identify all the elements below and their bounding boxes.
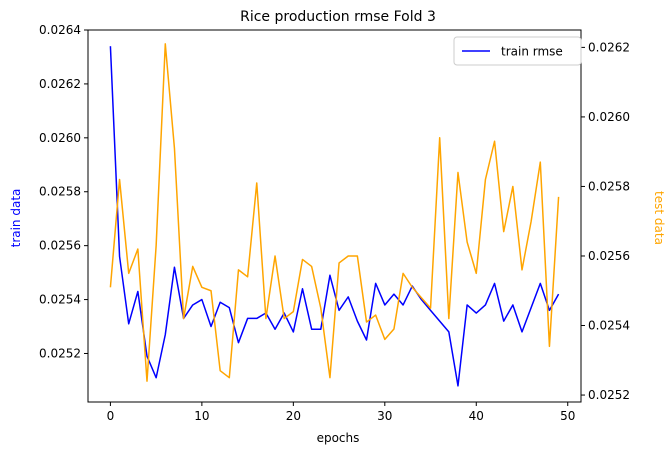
x-tick-label: 10 — [194, 409, 209, 423]
right-y-tick-label: 0.0258 — [588, 179, 630, 193]
chart-title: Rice production rmse Fold 3 — [240, 9, 436, 25]
legend-label-train-rmse: train rmse — [501, 45, 563, 59]
axes-layer: 0 10 20 30 40 50 0.0252 0.0254 0.0256 0.0258 0.026… — [39, 23, 630, 423]
series-layer — [109, 43, 560, 387]
right-y-tick-label: 0.0252 — [588, 388, 630, 402]
left-y-tick-label: 0.0264 — [39, 23, 81, 37]
left-y-tick-label: 0.0262 — [39, 77, 81, 91]
right-y-tick-label: 0.0260 — [588, 110, 630, 124]
left-y-tick-label: 0.0254 — [39, 293, 81, 307]
x-tick-label: 40 — [469, 409, 484, 423]
x-tick-label: 30 — [377, 409, 392, 423]
x-tick-label: 20 — [286, 409, 301, 423]
legend: train rmse — [453, 36, 582, 66]
legend-box — [453, 36, 582, 66]
left-y-tick-label: 0.0260 — [39, 131, 81, 145]
right-y-axis-label: test data — [652, 191, 666, 245]
series-line-train-rmse — [109, 46, 560, 387]
series-line-test-rmse — [109, 43, 560, 382]
left-y-tick-label: 0.0256 — [39, 239, 81, 253]
left-y-axis-label: train data — [9, 189, 23, 248]
left-y-tick-label: 0.0252 — [39, 346, 81, 360]
right-y-tick-label: 0.0254 — [588, 319, 630, 333]
x-axis-label: epochs — [317, 431, 360, 445]
x-tick-label: 0 — [107, 409, 115, 423]
right-y-tick-label: 0.0256 — [588, 249, 630, 263]
x-tick-label: 50 — [560, 409, 575, 423]
plot-frame — [87, 29, 582, 403]
left-y-tick-label: 0.0258 — [39, 185, 81, 199]
right-y-tick-label: 0.0262 — [588, 40, 630, 54]
